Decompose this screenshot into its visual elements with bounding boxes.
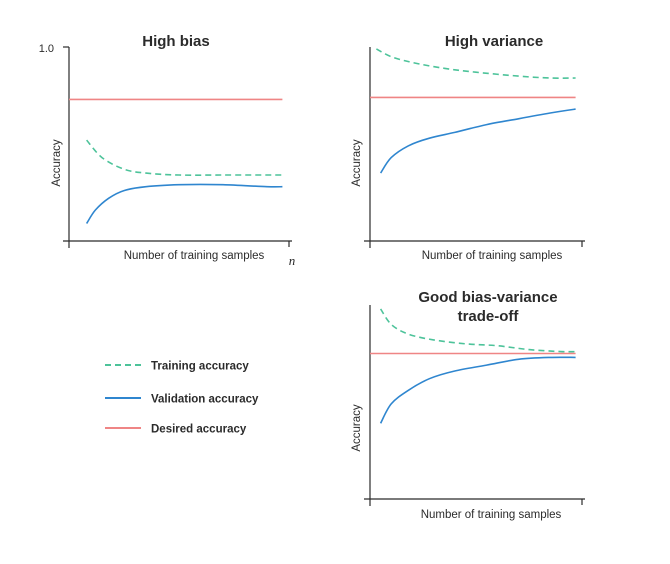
y-axis-label: Accuracy (51, 139, 63, 187)
y-axis-label: Accuracy (351, 404, 363, 452)
y-tick-label-top: 1.0 (39, 43, 54, 55)
chart-title: High variance (445, 33, 543, 50)
chart-title: High bias (142, 33, 210, 50)
y-axis-label: Accuracy (351, 139, 363, 187)
chart-good-tradeoff: Good bias-variance trade-off Accuracy Nu… (351, 289, 585, 521)
legend: Training accuracy Validation accuracy De… (105, 361, 259, 436)
x-end-label: n (289, 253, 296, 268)
plot-area (370, 308, 576, 424)
x-axis-label: Number of training samples (421, 509, 562, 521)
legend-label-training: Training accuracy (151, 361, 249, 373)
series-line-validation-accuracy (379, 356, 576, 424)
plot-area (69, 98, 283, 224)
x-axis-label: Number of training samples (422, 250, 563, 262)
chart-title-line-1: Good bias-variance (418, 289, 557, 306)
series-line-training-accuracy (376, 48, 576, 79)
chart-high-bias: High bias 1.0 Accuracy Number of trainin… (39, 33, 296, 268)
chart-title-line-2: trade-off (458, 308, 520, 325)
legend-label-validation: Validation accuracy (151, 394, 259, 406)
legend-label-desired: Desired accuracy (151, 424, 247, 436)
series-line-validation-accuracy (85, 183, 283, 224)
series-line-training-accuracy (379, 308, 576, 353)
chart-high-variance: High variance Accuracy Number of trainin… (351, 33, 585, 262)
series-line-validation-accuracy (379, 108, 576, 174)
x-axis-label: Number of training samples (124, 250, 265, 262)
series-line-training-accuracy (85, 139, 283, 176)
plot-area (370, 48, 576, 174)
